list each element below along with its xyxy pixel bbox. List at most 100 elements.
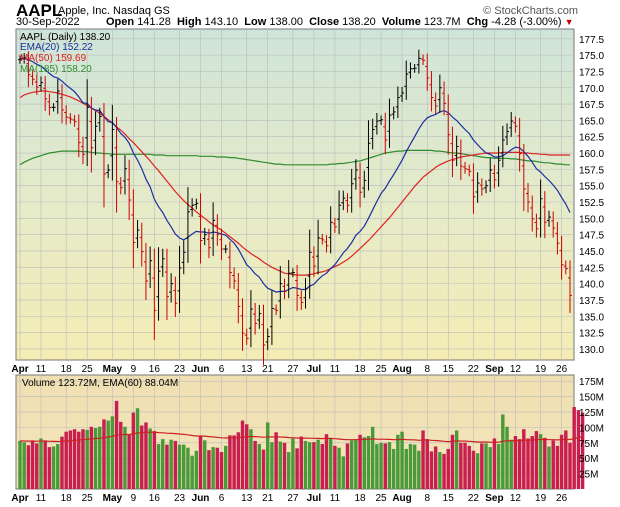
volume-bar bbox=[203, 440, 207, 489]
volume-x-label: Apr bbox=[11, 493, 28, 504]
volume-bar bbox=[421, 430, 425, 489]
price-tick-label: 135.0 bbox=[579, 312, 604, 323]
volume-bar bbox=[140, 425, 144, 489]
ohlc-bar bbox=[22, 53, 27, 64]
volume-bar bbox=[433, 446, 438, 489]
volume-bar bbox=[68, 430, 73, 489]
ohlc-bar bbox=[496, 146, 501, 187]
volume-bar bbox=[77, 431, 81, 489]
price-tick-label: 160.0 bbox=[579, 149, 604, 160]
price-x-label: Apr bbox=[11, 364, 28, 375]
volume-x-label: Jul bbox=[307, 493, 322, 504]
ohlc-bar bbox=[547, 210, 552, 227]
price-x-label: 15 bbox=[443, 364, 455, 375]
volume-bar bbox=[438, 452, 442, 489]
volume-x-label: 15 bbox=[443, 493, 455, 504]
price-x-label: 21 bbox=[262, 364, 274, 375]
volume-bar bbox=[244, 424, 249, 489]
ohlc-bar bbox=[169, 273, 174, 303]
volume-bar bbox=[177, 444, 182, 489]
volume-x-label: 27 bbox=[287, 493, 299, 504]
volume-bar bbox=[400, 431, 404, 489]
ohlc-bar bbox=[391, 106, 396, 120]
volume-bars bbox=[18, 400, 585, 489]
volume-bar bbox=[442, 453, 446, 489]
ohlc-bar bbox=[421, 54, 426, 66]
volume-bar bbox=[190, 455, 194, 489]
ohlc-bar bbox=[437, 74, 442, 113]
ohlc-bar bbox=[563, 260, 568, 275]
price-x-label: Sep bbox=[485, 364, 503, 375]
ohlc-bar bbox=[521, 144, 526, 211]
volume-bar bbox=[576, 410, 581, 489]
volume-bar bbox=[72, 429, 77, 489]
ohlc-bar bbox=[211, 202, 216, 257]
ohlc-bar bbox=[122, 155, 127, 195]
volume-bar bbox=[144, 422, 148, 489]
ohlc-bar bbox=[64, 105, 69, 125]
volume-bar bbox=[30, 440, 35, 489]
ohlc-bar bbox=[303, 278, 308, 309]
volume-bar bbox=[358, 434, 362, 489]
volume-bar bbox=[127, 434, 131, 489]
volume-bar bbox=[257, 444, 262, 489]
volume-bar bbox=[26, 445, 31, 489]
volume-bar bbox=[102, 419, 106, 489]
ohlc-bar bbox=[517, 117, 522, 172]
volume-tick-label: 100M bbox=[579, 423, 604, 434]
ohlc-bar bbox=[89, 96, 94, 173]
volume-bar bbox=[328, 438, 333, 489]
volume-bar bbox=[198, 436, 203, 489]
ohlc-bar bbox=[240, 298, 245, 351]
volume-bar bbox=[354, 439, 358, 489]
volume-bar bbox=[110, 416, 115, 489]
price-x-label: 22 bbox=[468, 364, 480, 375]
price-x-label: 18 bbox=[61, 364, 73, 375]
high-value: 143.10 bbox=[204, 16, 239, 28]
volume-bar bbox=[547, 446, 551, 489]
volume-bar bbox=[131, 412, 136, 489]
ohlc-bar bbox=[454, 135, 459, 167]
volume-x-label: 18 bbox=[61, 493, 73, 504]
ohlc-bar bbox=[290, 268, 295, 278]
volume-bar bbox=[253, 440, 257, 489]
price-tick-label: 162.5 bbox=[579, 133, 604, 144]
ohlc-bar bbox=[295, 264, 300, 311]
volume-bar bbox=[295, 448, 299, 489]
price-x-label: Jun bbox=[192, 364, 210, 375]
ohlc-bar bbox=[131, 189, 136, 269]
price-x-label: 11 bbox=[330, 364, 341, 375]
volume-bar bbox=[471, 450, 476, 489]
volume-bar bbox=[240, 420, 245, 489]
volume-bar bbox=[454, 430, 459, 489]
price-x-label: 12 bbox=[510, 364, 522, 375]
ohlc-bar bbox=[248, 290, 253, 348]
ohlc-bar bbox=[59, 84, 64, 124]
ohlc-bar bbox=[34, 74, 39, 95]
ohlc-bar bbox=[173, 276, 178, 318]
price-x-label: 26 bbox=[556, 364, 568, 375]
ohlc-bar bbox=[47, 93, 52, 116]
ohlc-bar bbox=[416, 49, 421, 74]
volume-bar bbox=[517, 439, 522, 489]
volume-bar bbox=[81, 429, 85, 489]
ohlc-bar bbox=[345, 193, 350, 213]
volume-bar bbox=[475, 453, 480, 489]
volume-x-label: 9 bbox=[131, 493, 137, 504]
ohlc-bar bbox=[379, 115, 384, 125]
volume-bar bbox=[98, 426, 102, 489]
ohlc-bar bbox=[181, 240, 186, 275]
volume-bar bbox=[484, 443, 488, 489]
ohlc-bar bbox=[194, 198, 199, 210]
volume-bar bbox=[530, 436, 534, 489]
volume-bar bbox=[543, 437, 547, 489]
volume-bar bbox=[270, 442, 274, 489]
volume-bar bbox=[228, 435, 232, 489]
ohlc-bar bbox=[232, 267, 237, 290]
volume-bar bbox=[572, 407, 576, 489]
price-x-label: May bbox=[103, 364, 123, 375]
ohlc-bar bbox=[366, 120, 371, 191]
volume-bar bbox=[446, 448, 450, 489]
volume-x-label: 13 bbox=[241, 493, 253, 504]
high-label: High bbox=[176, 16, 202, 28]
